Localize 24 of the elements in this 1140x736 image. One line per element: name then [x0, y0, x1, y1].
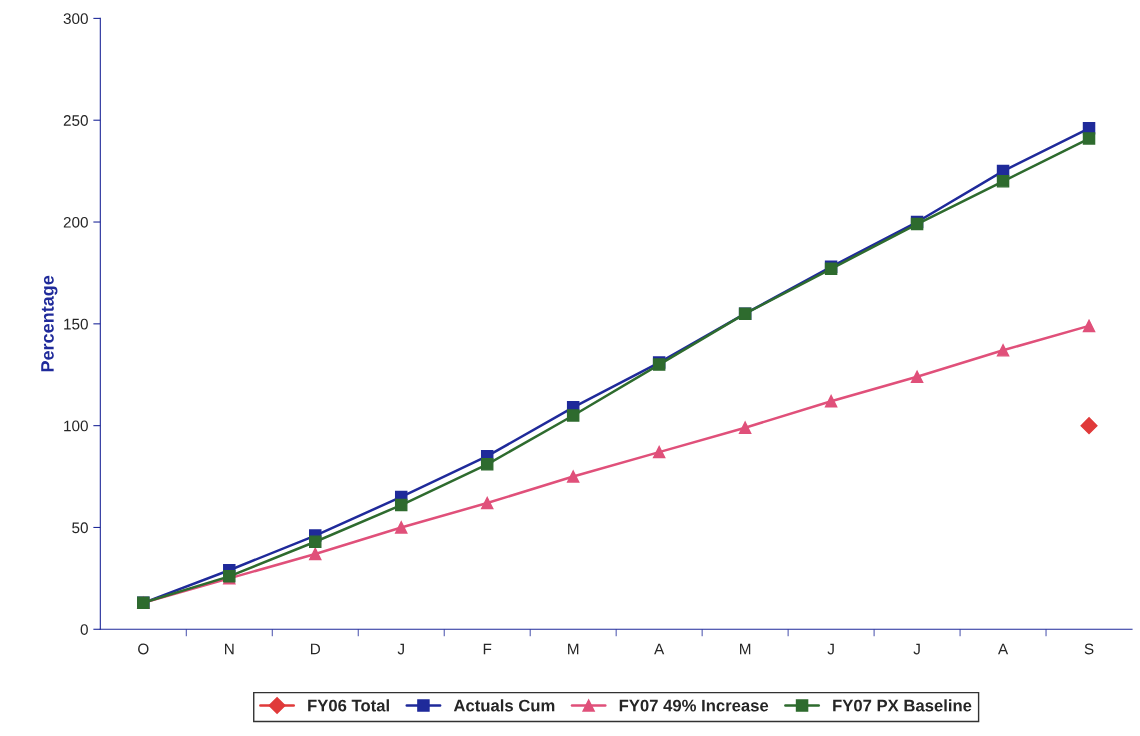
x-tick-label: D [310, 643, 321, 655]
legend-label: FY07 PX Baseline [833, 699, 972, 712]
x-tick-label: A [654, 643, 665, 655]
x-tick-label: J [827, 643, 834, 655]
y-tick-label: 0 [80, 624, 88, 635]
y-tick-label: 150 [64, 318, 88, 330]
y-tick-label: 300 [63, 13, 88, 25]
x-tick-label: N [225, 643, 234, 655]
x-tick-label: J [913, 643, 920, 655]
x-tick-label: M [568, 643, 579, 655]
x-tick-label: F [483, 643, 492, 655]
x-tick-label: M [740, 643, 751, 655]
y-tick-label: 100 [64, 420, 88, 432]
x-tick-label: A [997, 643, 1009, 655]
x-tick-label: S [1084, 643, 1094, 655]
x-tick-label: O [138, 643, 149, 655]
legend-label: FY07 49% Increase [619, 699, 769, 712]
y-tick-label: 200 [63, 216, 88, 228]
x-tick-label: J [397, 643, 404, 655]
y-tick-label: 250 [63, 115, 88, 126]
y-axis-title: Percentage [41, 275, 58, 372]
legend-label: Actuals Cum [453, 699, 555, 712]
legend-label: FY06 Total [308, 699, 389, 712]
y-tick-label: 50 [72, 522, 88, 534]
